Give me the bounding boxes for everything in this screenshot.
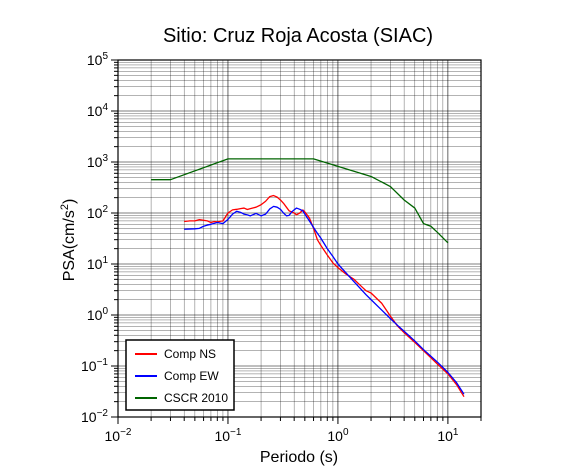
y-axis-label-exp: 2	[59, 204, 71, 210]
y-axis-label-close: )	[61, 199, 78, 204]
x-tick-label-exp: 0	[343, 427, 349, 438]
series-line-comp-ew	[184, 205, 465, 395]
x-tick-label: 10−2	[105, 427, 132, 444]
x-tick-label-base: 10	[105, 428, 121, 444]
y-tick-label-base: 10	[87, 103, 103, 119]
x-tick-label-base: 10	[437, 428, 453, 444]
grid	[117, 59, 482, 418]
y-tick-label-base: 10	[87, 52, 103, 68]
y-tick-label: 103	[87, 153, 109, 170]
y-tick-label: 101	[87, 255, 109, 272]
series-group	[151, 158, 465, 398]
y-tick-label-base: 10	[87, 307, 103, 323]
x-tick-label: 10−1	[214, 427, 241, 444]
x-axis-label: Periodo (s)	[260, 449, 338, 466]
y-tick-label-exp: 2	[102, 204, 108, 215]
y-tick-label: 104	[87, 102, 109, 119]
x-tick-label-exp: −2	[120, 427, 132, 438]
x-tick-label-exp: 1	[453, 427, 459, 438]
y-tick-label-exp: 5	[102, 51, 108, 62]
y-tick-label-exp: 4	[102, 102, 108, 113]
plot-frame	[117, 59, 482, 418]
y-tick-label-exp: −1	[97, 357, 109, 368]
y-tick-label-exp: 0	[102, 306, 108, 317]
y-axis-label: PSA(cm/s2)	[59, 199, 78, 282]
legend-label-comp-ns: Comp NS	[164, 347, 216, 361]
y-tick-label-exp: 1	[102, 255, 108, 266]
legend-label-comp-ew: Comp EW	[164, 369, 219, 383]
x-axis-ticks: 10−2 10−1 100 101	[105, 417, 482, 444]
chart-title: Sitio: Cruz Roja Acosta (SIAC)	[163, 25, 433, 47]
series-line-cscr-2010	[151, 158, 449, 244]
y-tick-label: 100	[87, 306, 109, 323]
x-tick-label: 101	[437, 427, 459, 444]
y-tick-label-base: 10	[87, 205, 103, 221]
legend: Comp NS Comp EW CSCR 2010	[125, 339, 235, 411]
y-tick-label-exp: −2	[97, 408, 109, 419]
y-tick-label: 10−1	[81, 357, 108, 374]
y-tick-label-base: 10	[87, 154, 103, 170]
y-tick-label: 105	[87, 51, 109, 68]
y-tick-label: 102	[87, 204, 109, 221]
x-tick-label: 100	[327, 427, 349, 444]
y-axis-label-base: PSA(cm/s	[61, 210, 78, 281]
x-tick-label-exp: −1	[230, 427, 242, 438]
y-tick-label-base: 10	[81, 409, 97, 425]
x-tick-label-base: 10	[214, 428, 230, 444]
legend-label-cscr-2010: CSCR 2010	[164, 391, 228, 405]
x-tick-label-base: 10	[327, 428, 343, 444]
y-tick-label: 10−2	[81, 408, 108, 425]
y-tick-label-base: 10	[87, 256, 103, 272]
y-tick-label-base: 10	[81, 358, 97, 374]
y-tick-label-exp: 3	[102, 153, 108, 164]
